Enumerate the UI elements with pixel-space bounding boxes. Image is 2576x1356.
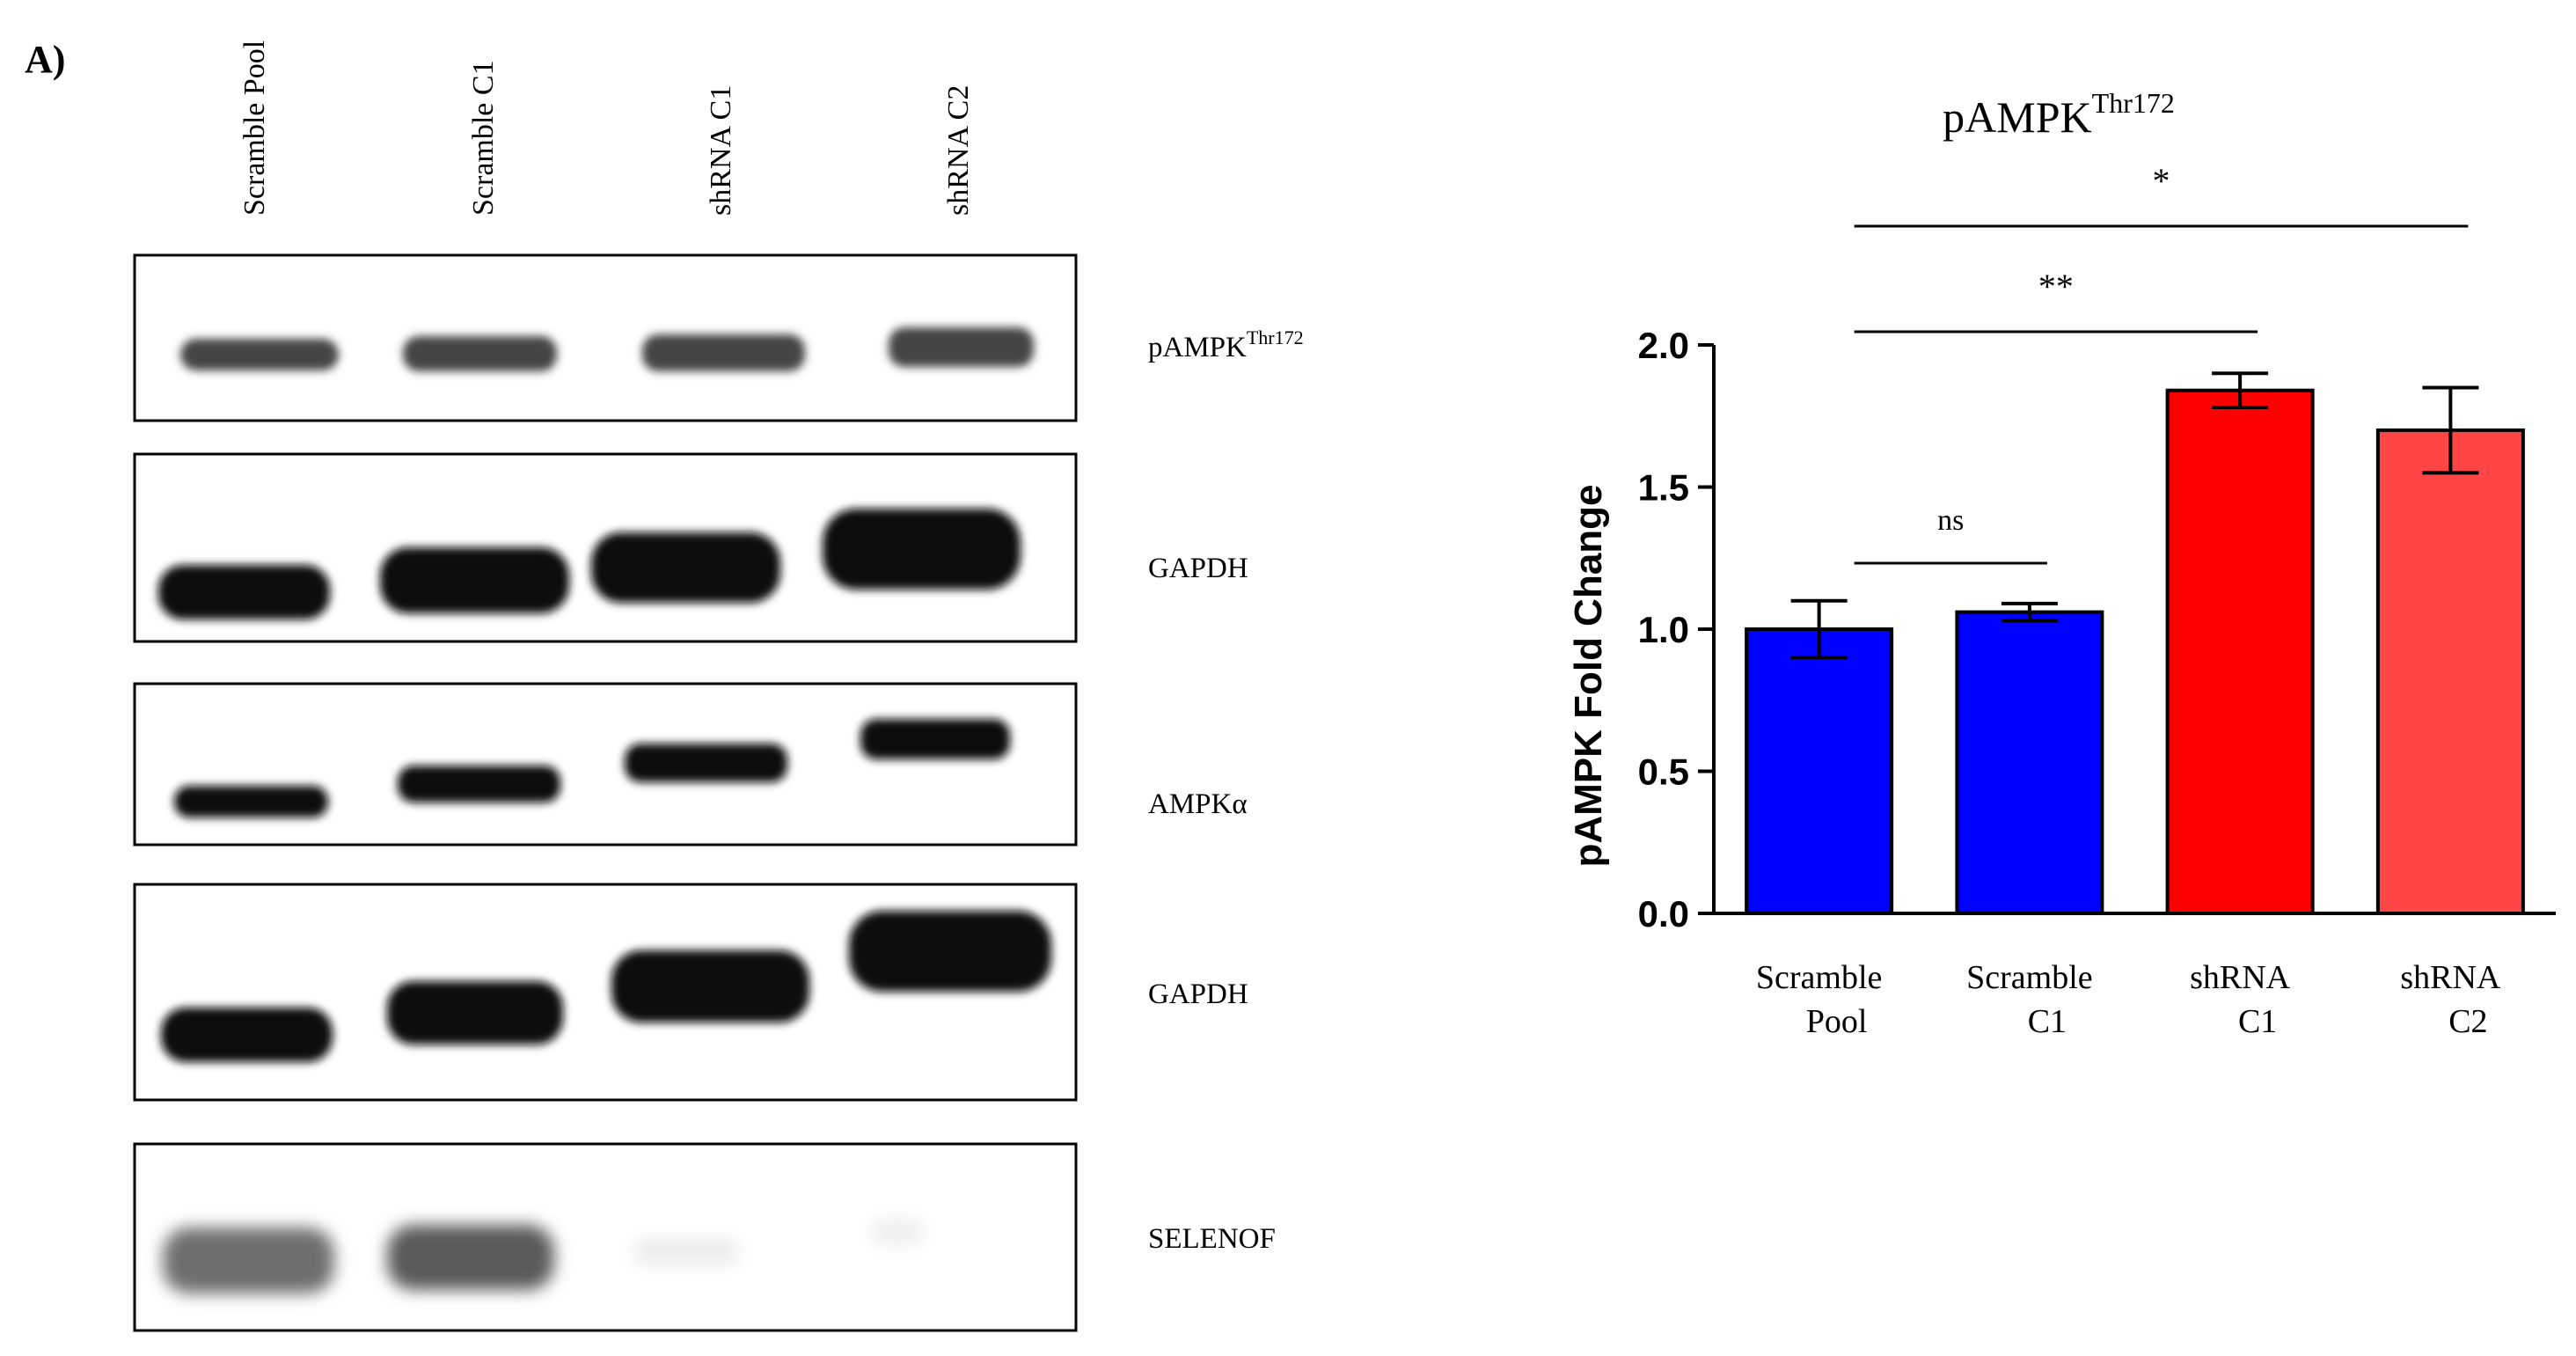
- significance-label: **: [2038, 267, 2074, 306]
- bar: [2165, 388, 2315, 915]
- blot-band: [174, 786, 328, 817]
- blot-ampk-alpha: [133, 682, 1078, 847]
- blot-pampk: [133, 253, 1078, 422]
- blot-band: [871, 1219, 924, 1245]
- blot-band: [860, 719, 1010, 759]
- blot-label-selenof: SELENOF: [1148, 1223, 1276, 1255]
- blot-band: [163, 1228, 334, 1294]
- x-tick-label: shRNA C2: [2400, 959, 2501, 1040]
- bar-chart: pAMPKThr172 pAMPK Fold Change 0.0 0.5 1.0 1…: [1567, 87, 2556, 1040]
- chart-title: pAMPKThr172: [1943, 87, 2175, 142]
- lane-label-shrna-c2: shRNA C2: [942, 85, 975, 216]
- x-axis-labels: Scramble Pool Scramble C1 shRNA C1 shRNA C2: [1756, 959, 2501, 1040]
- bars: [1745, 388, 2525, 915]
- significance-label: *: [2153, 161, 2170, 201]
- blot-band: [625, 744, 787, 782]
- blot-band: [180, 339, 339, 370]
- y-tick-label: 0.5: [1638, 751, 1689, 793]
- axes: [1712, 345, 2556, 915]
- blot-band: [642, 334, 805, 371]
- blot-band: [380, 547, 569, 613]
- blot-labels: pAMPKThr172 GAPDH AMPKα GAPDH SELENOF: [1148, 326, 1304, 1255]
- blot-band: [633, 1239, 739, 1265]
- x-tick-label: Scramble Pool: [1756, 959, 1883, 1040]
- blot-band: [161, 1008, 333, 1062]
- significance-brackets: ns***: [1854, 161, 2469, 565]
- y-tick-label: 1.0: [1638, 609, 1689, 650]
- lane-labels: Scramble Pool Scramble C1 shRNA C1 shRNA…: [238, 40, 975, 216]
- lane-label-scramble-pool: Scramble Pool: [238, 40, 271, 216]
- blot-band: [591, 532, 780, 603]
- blot-label-ampk-alpha: AMPKα: [1148, 788, 1248, 820]
- blot-band: [849, 911, 1051, 992]
- x-tick-label: Scramble C1: [1966, 959, 2093, 1040]
- y-tick-label: 0.0: [1638, 893, 1689, 935]
- y-tick-label: 1.5: [1638, 467, 1689, 509]
- blot-band: [158, 565, 330, 619]
- y-axis-ticks: 0.0 0.5 1.0 1.5 2.0: [1638, 325, 1714, 935]
- lane-label-shrna-c1: shRNA C1: [705, 85, 737, 216]
- blot-band: [823, 509, 1021, 590]
- y-axis-label: pAMPK Fold Change: [1567, 484, 1610, 867]
- x-tick-label: shRNA C1: [2190, 959, 2291, 1040]
- significance-label: ns: [1937, 504, 1964, 537]
- blot-gapdh-1: [133, 452, 1078, 643]
- blot-selenof: [133, 1142, 1078, 1332]
- panel-label: A): [25, 38, 65, 81]
- y-tick-label: 2.0: [1638, 325, 1689, 366]
- blot-gapdh-2: [133, 883, 1078, 1102]
- blot-label-gapdh-1: GAPDH: [1148, 553, 1248, 584]
- blot-band: [387, 981, 563, 1044]
- bar: [1745, 627, 1894, 915]
- blot-band: [403, 336, 557, 371]
- bar: [1955, 610, 2104, 915]
- blot-label-pampk: pAMPKThr172: [1148, 326, 1304, 363]
- blot-band: [611, 950, 809, 1022]
- error-bars: [1790, 371, 2479, 660]
- lane-label-scramble-c1: Scramble C1: [467, 60, 500, 216]
- bar: [2375, 428, 2525, 915]
- blot-band: [889, 327, 1034, 367]
- blot-label-gapdh-2: GAPDH: [1148, 979, 1248, 1010]
- blot-frame: [133, 682, 1078, 847]
- blot-band: [398, 766, 560, 803]
- blot-band: [387, 1225, 554, 1290]
